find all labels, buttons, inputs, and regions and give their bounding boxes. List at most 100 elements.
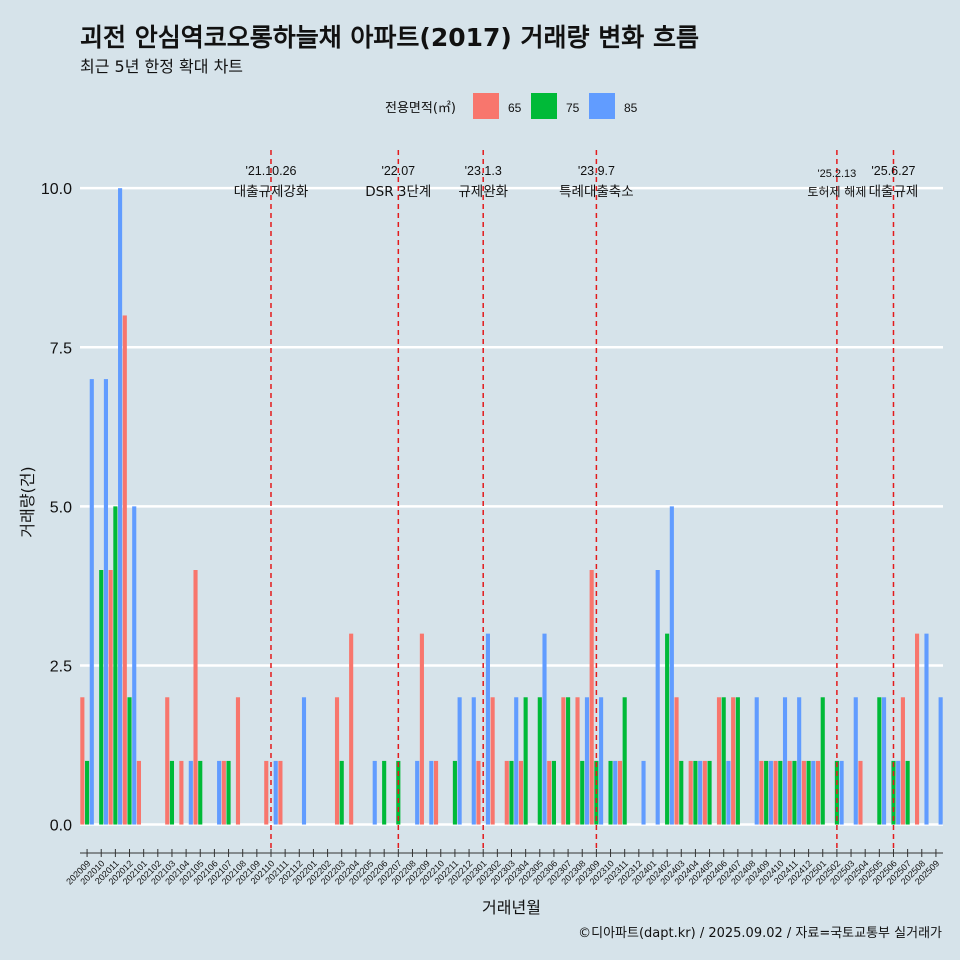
bar-65-202407 xyxy=(731,697,736,825)
y-axis-title: 거래량(건) xyxy=(18,466,37,537)
bar-65-202412 xyxy=(801,760,806,825)
bar-65-202406 xyxy=(716,697,722,825)
bar-85-202410 xyxy=(782,697,788,825)
bar-85-202110 xyxy=(273,760,278,825)
bar-75-202105 xyxy=(198,760,203,825)
bar-65-202111 xyxy=(278,760,283,825)
event-label: DSR 3단계 xyxy=(365,184,431,200)
bar-75-202507 xyxy=(905,760,910,825)
bar-85-202502 xyxy=(839,760,844,825)
bar-65-202101 xyxy=(136,760,142,825)
bar-85-202412 xyxy=(811,760,816,825)
bar-85-202209 xyxy=(429,760,434,825)
legend-swatch-85 xyxy=(589,93,615,119)
bar-65-202301 xyxy=(476,760,481,825)
bar-85-202212 xyxy=(471,697,476,825)
event-label: 규제완화 xyxy=(458,184,508,200)
bar-85-202411 xyxy=(797,697,802,825)
bar-85-202505 xyxy=(881,697,887,825)
bar-85-202211 xyxy=(457,697,462,825)
bar-65-202410 xyxy=(773,760,778,825)
bar-85-202509 xyxy=(938,697,943,825)
bar-75-202012 xyxy=(127,697,132,825)
bar-75-202409 xyxy=(764,760,769,825)
bar-85-202301 xyxy=(485,633,490,825)
bar-85-202205 xyxy=(372,760,377,825)
bar-85-202402 xyxy=(669,506,674,825)
bar-75-202107 xyxy=(226,760,231,825)
bar-75-202410 xyxy=(778,760,783,825)
bar-85-202312 xyxy=(641,760,646,825)
bar-65-202304 xyxy=(518,760,523,825)
bar-65-202107 xyxy=(221,760,226,825)
y-tick-label: 0.0 xyxy=(50,818,72,835)
bar-75-202308 xyxy=(580,760,585,825)
y-tick-label: 2.5 xyxy=(50,658,72,675)
bar-75-202402 xyxy=(665,633,670,825)
bar-75-202011 xyxy=(113,506,118,825)
y-tick-label: 10.0 xyxy=(41,181,72,198)
legend-title: 전용면적(㎡) xyxy=(385,101,456,116)
bar-65-202507 xyxy=(900,697,905,825)
bar-85-202409 xyxy=(768,760,773,825)
legend-label-65: 65 xyxy=(508,101,522,115)
chart-subtitle: 최근 5년 한정 확대 차트 xyxy=(80,57,244,76)
bar-65-202012 xyxy=(122,315,127,825)
bar-65-202011 xyxy=(108,570,113,825)
bar-75-202411 xyxy=(792,760,797,825)
bar-85-202508 xyxy=(924,633,929,825)
bar-65-202403 xyxy=(674,697,679,825)
bar-65-202103 xyxy=(165,697,170,825)
bar-65-202501 xyxy=(815,760,821,825)
bar-75-202412 xyxy=(806,760,811,825)
legend-label-85: 85 xyxy=(624,101,638,115)
bar-75-202505 xyxy=(877,697,882,825)
bar-85-202011 xyxy=(118,188,123,825)
bar-65-202203 xyxy=(334,697,340,825)
bar-85-202404 xyxy=(698,760,703,825)
event-label: 특례대출축소 xyxy=(559,184,634,200)
bar-85-202104 xyxy=(188,760,193,825)
event-date: '23.9.7 xyxy=(578,164,615,178)
event-date: '25.6.27 xyxy=(871,164,915,178)
event-date: '25.2.13 xyxy=(817,168,856,180)
bar-85-202310 xyxy=(613,760,618,825)
bar-65-202104 xyxy=(179,760,184,825)
event-label: 토허제 해제 xyxy=(807,185,866,199)
bar-75-202306 xyxy=(551,760,557,825)
bar-75-202405 xyxy=(707,760,712,825)
bar-85-202506 xyxy=(896,760,901,825)
bar-65-202309 xyxy=(589,570,594,825)
bar-75-202404 xyxy=(693,760,698,825)
bar-85-202309 xyxy=(599,697,604,825)
bar-65-202508 xyxy=(915,633,920,825)
bar-65-202009 xyxy=(80,697,85,825)
bar-85-202406 xyxy=(726,760,731,825)
bar-75-202310 xyxy=(608,760,613,825)
bar-75-202303 xyxy=(509,760,514,825)
y-tick-label: 7.5 xyxy=(50,340,72,357)
bar-65-202209 xyxy=(419,633,424,825)
bar-65-202307 xyxy=(561,697,566,825)
bar-75-202407 xyxy=(735,697,740,825)
bar-65-202110 xyxy=(264,760,269,825)
bar-65-202504 xyxy=(858,760,863,825)
bar-65-202306 xyxy=(547,760,552,825)
bar-65-202303 xyxy=(504,760,509,825)
legend-label-75: 75 xyxy=(566,101,580,115)
bar-75-202304 xyxy=(523,697,528,825)
bar-65-202405 xyxy=(702,760,707,825)
bar-85-202303 xyxy=(514,697,519,825)
bar-85-202106 xyxy=(217,760,222,825)
bar-75-202406 xyxy=(721,697,726,825)
event-label: 대출규제 xyxy=(869,184,919,200)
bar-75-202501 xyxy=(820,697,825,825)
chart-title: 괴전 안심역코오롱하늘채 아파트(2017) 거래량 변화 흐름 xyxy=(80,23,699,52)
bar-65-202204 xyxy=(349,633,354,825)
bar-85-202305 xyxy=(542,633,547,825)
bar-65-202108 xyxy=(235,697,241,825)
y-tick-label: 5.0 xyxy=(50,499,72,516)
bar-65-202105 xyxy=(193,570,198,825)
event-label: 대출규제강화 xyxy=(234,184,309,200)
